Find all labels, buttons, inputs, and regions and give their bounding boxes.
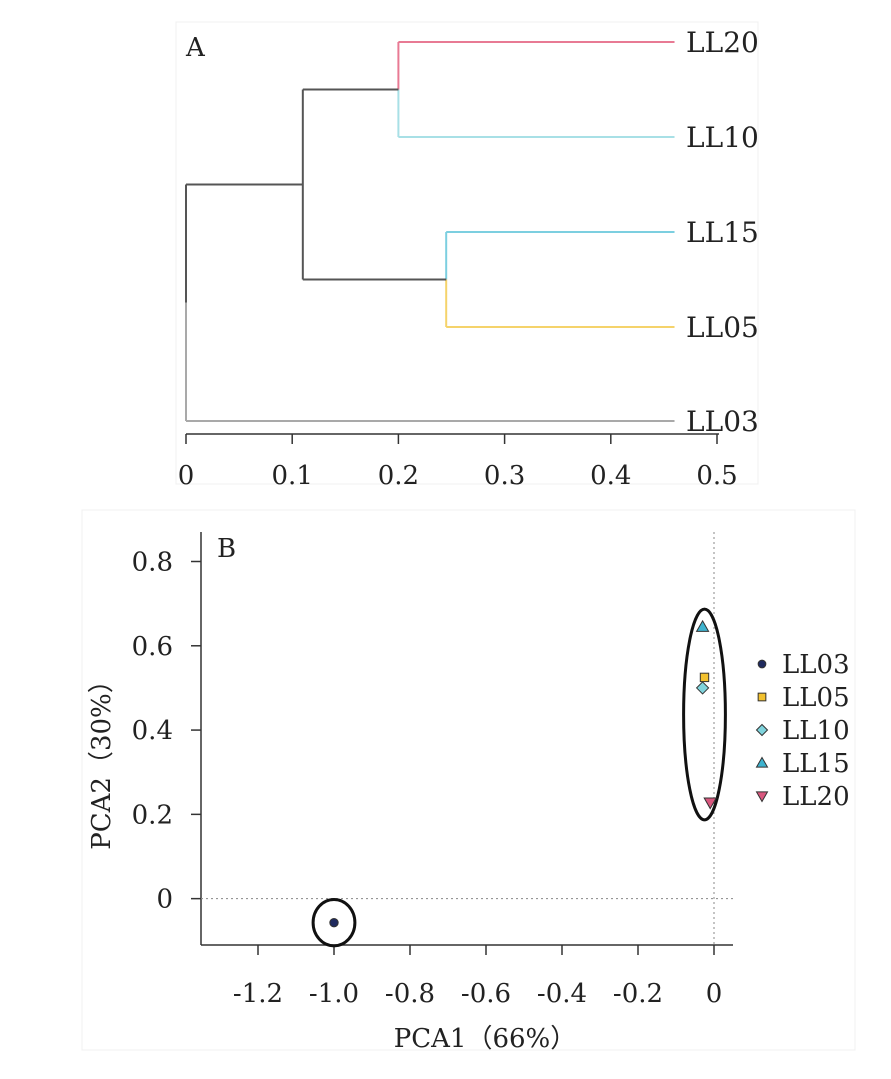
dendrogram-frame [175,21,759,485]
pca-y-tick-label: 0.8 [132,548,173,578]
dendrogram-x-tick-label: 0.4 [590,461,631,491]
pca-x-tick-label: -0.6 [461,979,511,1009]
point-ll03 [329,917,339,928]
point-ll15 [695,619,710,632]
legend-label-ll10: LL10 [782,716,850,746]
dendrogram-x-tick-label: 0.2 [378,461,419,491]
panel-label-a: A [185,33,206,63]
dendrogram-x-tick-label: 0.1 [272,461,313,491]
legend-marker-ll05 [757,692,767,702]
pca-scatter-panel: B 0 0.2 0.4 0.6 0.8 -1.2 -1.0 -0.8 -0.6 -0.4 -0.2 0 P… [81,509,856,1054]
pca-frame [81,509,856,1051]
leaf-label-ll10: LL10 [686,121,759,154]
pca-x-tick-label: -0.4 [537,979,587,1009]
pca-y-tick-label: 0.2 [132,800,173,830]
point-ll05 [699,672,710,683]
pca-x-tick-label: -1.2 [233,979,283,1009]
pca-y-axis-title: PCA2（30%） [87,667,117,850]
pca-x-tick-label: -1.0 [309,979,359,1009]
cluster-ellipse [682,607,727,822]
leaf-label-ll20: LL20 [686,26,759,59]
legend-label-ll15: LL15 [782,749,850,779]
dendrogram-x-tick-label: 0.5 [696,461,737,491]
point-ll10 [695,681,710,695]
pca-x-tick-label: 0 [706,979,723,1009]
cluster-ellipse [311,897,357,948]
legend-marker-ll10 [755,723,769,737]
legend-label-ll05: LL05 [782,683,850,713]
point-ll20 [703,797,718,810]
legend-marker-ll20 [755,791,769,803]
pca-x-axis-title: PCA1（66%） [394,1024,577,1054]
pca-y-tick-label: 0.4 [132,716,173,746]
legend-marker-ll03 [757,659,767,669]
dendrogram-x-tick-label: 0.3 [484,461,525,491]
panel-label-b: B [217,534,236,564]
legend-label-ll03: LL03 [782,650,850,680]
dendrogram-x-tick-label: 0 [178,461,195,491]
pca-y-tick-label: 0.6 [132,632,173,662]
leaf-label-ll05: LL05 [686,311,759,344]
legend-marker-ll15 [755,756,769,768]
pca-x-tick-label: -0.2 [613,979,663,1009]
leaf-label-ll03: LL03 [686,405,759,438]
pca-y-tick-label: 0 [156,885,173,915]
legend-label-ll20: LL20 [782,782,850,812]
dendrogram-panel: A LL20 LL10 LL15 LL05 LL03 0 0.1 0.2 0.3 0.4 0.5 [175,21,759,491]
pca-x-tick-label: -0.8 [385,979,435,1009]
leaf-label-ll15: LL15 [686,216,759,249]
